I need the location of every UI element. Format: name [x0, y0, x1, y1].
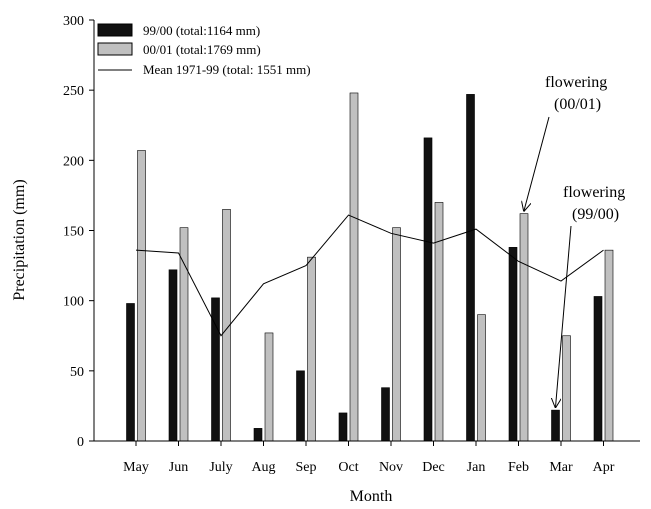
x-tick-label: Jun [169, 460, 188, 475]
bar-00-01 [179, 227, 189, 442]
bar-99-00 [338, 412, 348, 442]
bar-99-00 [381, 387, 390, 442]
y-tick-label: 250 [63, 84, 84, 99]
mean-line-layer [135, 214, 604, 337]
bar-00-01 [519, 213, 529, 442]
annotation-flowering-00-01-arrow [524, 116, 550, 211]
annotation-flowering-00-01: flowering (00/01) [524, 74, 607, 211]
y-axis-ticks: 0 50 100 150 200 250 300 [63, 14, 94, 450]
bar-00-01 [562, 335, 571, 442]
x-tick-label: May [123, 460, 149, 475]
y-tick-label: 0 [77, 435, 84, 450]
bar-99-00 [466, 94, 475, 442]
bar-00-01 [477, 314, 486, 442]
bar-00-01 [392, 227, 401, 442]
bar-00-01 [137, 150, 146, 442]
y-tick-label: 200 [63, 154, 84, 169]
bar-00-01 [307, 256, 316, 442]
x-tick-label: July [209, 460, 232, 475]
bar-00-01 [264, 332, 274, 442]
annotation-flowering-00-01-line2: (00/01) [554, 96, 601, 113]
mean-line [135, 214, 604, 337]
x-tick-label: Feb [508, 460, 529, 475]
bar-99-00 [551, 409, 560, 442]
bar-00-01 [349, 92, 359, 442]
x-tick-label: Sep [296, 460, 317, 475]
bar-99-00 [126, 303, 135, 442]
x-tick-label: Oct [338, 460, 358, 475]
bar-00-01 [434, 202, 444, 442]
bar-99-00 [593, 296, 603, 442]
bar-99-00 [423, 137, 433, 442]
bar-99-00 [253, 428, 263, 442]
bar-00-01 [604, 249, 614, 442]
x-tick-label: Aug [251, 460, 275, 475]
legend-swatch-99-00 [97, 23, 133, 37]
y-tick-label: 50 [70, 365, 84, 380]
x-axis-title: Month [350, 488, 393, 505]
bar-99-00 [168, 269, 178, 442]
x-tick-label: Jan [467, 460, 486, 475]
y-tick-label: 150 [63, 225, 84, 240]
x-tick-label: Mar [549, 460, 573, 475]
legend-label-00-01: 00/01 (total:1769 mm) [143, 42, 261, 57]
bar-99-00 [508, 247, 518, 442]
annotation-flowering-00-01-line1: flowering [545, 74, 607, 91]
bar-99-00 [296, 370, 305, 442]
legend-label-99-00: 99/00 (total:1164 mm) [143, 23, 260, 38]
annotation-flowering-99-00-line1: flowering [563, 184, 625, 201]
bars-layer [126, 92, 614, 442]
annotation-flowering-99-00: flowering (99/00) [556, 184, 625, 407]
y-tick-label: 300 [63, 14, 84, 29]
legend-swatch-00-01 [97, 42, 133, 56]
x-tick-label: Apr [593, 460, 615, 475]
x-tick-label: Dec [422, 460, 445, 475]
y-tick-label: 100 [63, 295, 84, 310]
legend: 99/00 (total:1164 mm) 00/01 (total:1769 … [97, 23, 311, 77]
y-axis-title: Precipitation (mm) [11, 179, 28, 300]
legend-label-mean: Mean 1971-99 (total: 1551 mm) [143, 62, 311, 77]
x-axis-ticks: May Jun July Aug Sep Oct Nov Dec Jan Feb Mar Apr [123, 441, 615, 475]
annotation-flowering-99-00-line2: (99/00) [572, 206, 619, 223]
annotation-flowering-99-00-arrow [556, 225, 572, 407]
x-tick-label: Nov [379, 460, 403, 475]
